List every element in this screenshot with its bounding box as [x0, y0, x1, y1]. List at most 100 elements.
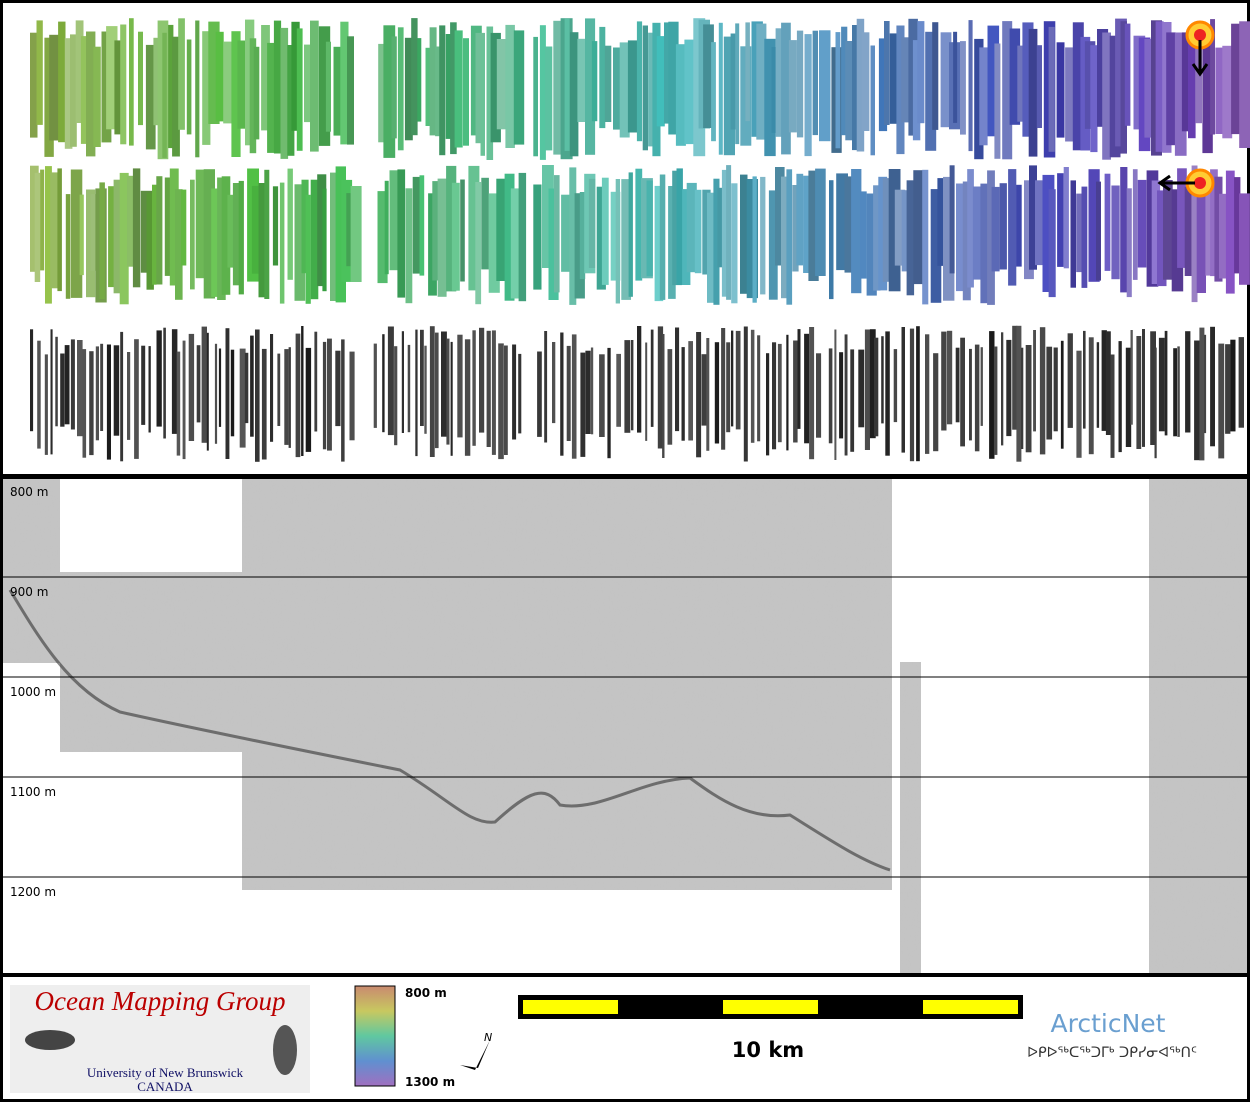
swath-strip [301, 326, 304, 456]
swath-strip [750, 329, 755, 443]
swath-strip [518, 172, 527, 302]
swath-strip [601, 177, 609, 285]
swath-strip [349, 351, 355, 441]
swath-strip [974, 344, 980, 452]
swath-strip [251, 185, 259, 274]
depth-label: 1200 m [10, 885, 56, 899]
swath-strip [731, 183, 738, 304]
depth-label: 1100 m [10, 785, 56, 799]
swath-strip [994, 43, 1001, 159]
swath-strip [1118, 341, 1122, 453]
swath-strip [834, 329, 837, 460]
swath-strip [441, 331, 447, 437]
swath-strip [745, 22, 750, 122]
swath-strip [1218, 343, 1225, 459]
light-arrow [1157, 174, 1195, 192]
swath-strip [195, 20, 200, 158]
swath-strip [916, 326, 920, 462]
swath-strip [577, 38, 587, 122]
swath-strip [901, 37, 912, 123]
swath-strip [991, 186, 1000, 272]
swath-strip [839, 352, 844, 439]
swath-strip [760, 176, 766, 295]
swath-strip [955, 347, 960, 423]
swath-strip [49, 34, 61, 141]
swath-strip [956, 183, 967, 292]
swath-strip [912, 40, 921, 141]
swath-strip [215, 31, 224, 122]
swath-strip [1022, 22, 1034, 137]
profile-noise [60, 572, 242, 752]
swath-strip [925, 334, 930, 454]
swath-strip [1124, 23, 1131, 126]
swath-strip [171, 329, 178, 434]
swath-strip [57, 168, 62, 292]
swath-strip [974, 38, 984, 160]
swath-strip [1088, 169, 1100, 282]
swath-strip [648, 32, 654, 147]
swath-strip [496, 39, 508, 130]
swath-strip [1130, 330, 1133, 425]
swath-strip [202, 31, 211, 145]
swath-strip [645, 342, 648, 441]
swath-strip [464, 339, 471, 456]
depth-label: 800 m [10, 485, 48, 499]
swath-strip [650, 329, 654, 427]
swath-strip [491, 330, 496, 455]
swath-strip [1239, 21, 1250, 148]
swath-strip [1065, 47, 1077, 142]
swath-strip [1222, 45, 1233, 139]
swath-strip [64, 345, 70, 425]
swath-strip [1199, 327, 1205, 461]
swath-strip [845, 41, 855, 141]
swath-strip [113, 345, 120, 436]
swath-strip [214, 343, 218, 444]
swath-strip [164, 177, 172, 276]
swath-strip [889, 33, 897, 124]
swath-strip [1012, 325, 1018, 430]
swath-strip [30, 32, 38, 138]
swath-strip [781, 176, 792, 299]
swath-strip [211, 188, 219, 297]
swath-strip [968, 20, 973, 152]
swath-strip [75, 20, 84, 123]
swath-strip [1056, 42, 1065, 138]
swath-strip [335, 166, 346, 303]
swath-strip [1158, 337, 1165, 432]
swath-strip [884, 21, 890, 125]
swath-strip [539, 25, 546, 160]
swath-strip [457, 334, 463, 438]
swath-strip [786, 334, 789, 451]
swath-strip [1096, 342, 1100, 428]
swath-strip [706, 338, 710, 451]
swath-strip [30, 329, 34, 432]
swath-strip [382, 334, 385, 433]
swath-strip [804, 333, 810, 444]
swath-strip [675, 44, 686, 146]
swath-strip [566, 345, 571, 441]
swath-strip [987, 25, 1000, 137]
swath-strip [962, 181, 971, 301]
scale-segment [523, 1000, 618, 1014]
swath-strip [735, 330, 741, 430]
swath-strip [735, 23, 740, 145]
swath-strip [882, 178, 893, 282]
swath-strip [50, 172, 59, 289]
swath-strip [203, 169, 215, 299]
swath-strip [756, 23, 767, 140]
swath-strip [141, 345, 146, 425]
swath-strip [350, 186, 362, 282]
swath-strip [688, 341, 693, 441]
swath-strip [100, 343, 104, 431]
swath-strip [635, 168, 643, 281]
swath-strip [1125, 347, 1132, 447]
swath-strip [841, 26, 848, 136]
swath-strip [172, 36, 180, 157]
swath-strip [378, 43, 385, 143]
swath-strip [138, 31, 143, 126]
swath-strip [743, 326, 748, 462]
swath-strip [405, 188, 413, 304]
swath-strip [1173, 348, 1177, 437]
swath-strip [518, 353, 522, 434]
swath-strip [627, 40, 639, 133]
